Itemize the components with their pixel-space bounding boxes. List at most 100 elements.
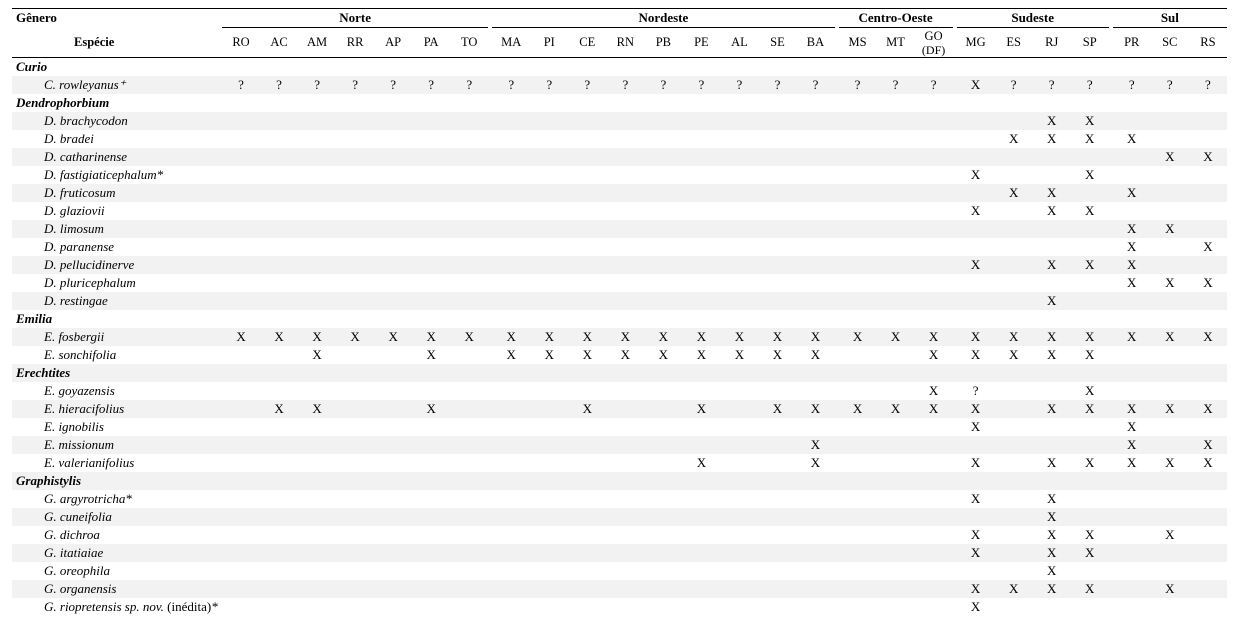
cell	[720, 256, 758, 274]
cell-empty	[336, 58, 374, 77]
cell	[450, 418, 488, 436]
species-label: D. limosum	[12, 220, 222, 238]
cell-empty	[1071, 94, 1109, 112]
cell	[606, 112, 644, 130]
cell	[568, 490, 606, 508]
cell	[1071, 184, 1109, 202]
cell	[336, 292, 374, 310]
species-row: D. paranenseXX	[12, 238, 1227, 256]
cell	[336, 166, 374, 184]
cell-empty	[915, 472, 953, 490]
cell	[530, 130, 568, 148]
header-region-1: Nordeste	[492, 9, 834, 28]
cell	[1113, 148, 1151, 166]
cell	[222, 562, 260, 580]
cell	[1033, 436, 1071, 454]
cell	[222, 292, 260, 310]
header-state-RN: RN	[606, 28, 644, 58]
cell-empty	[1113, 364, 1151, 382]
cell	[1113, 490, 1151, 508]
cell	[606, 454, 644, 472]
cell-empty	[758, 94, 796, 112]
cell: X	[568, 400, 606, 418]
cell	[915, 148, 953, 166]
cell: ?	[995, 76, 1033, 94]
cell: X	[957, 490, 995, 508]
cell-empty	[682, 364, 720, 382]
cell-empty	[530, 310, 568, 328]
cell-empty	[222, 364, 260, 382]
cell	[758, 274, 796, 292]
species-label: E. hieracifolius	[12, 400, 222, 418]
cell	[222, 184, 260, 202]
cell	[720, 454, 758, 472]
cell	[450, 598, 488, 616]
cell	[530, 256, 568, 274]
cell: ?	[606, 76, 644, 94]
header-species: Espécie	[12, 28, 222, 58]
cell	[492, 220, 530, 238]
cell-empty	[1033, 364, 1071, 382]
cell-empty	[450, 58, 488, 77]
cell: X	[530, 346, 568, 364]
cell	[336, 544, 374, 562]
cell	[260, 112, 298, 130]
species-row: E. sonchifoliaXXXXXXXXXXXXXXXX	[12, 346, 1227, 364]
cell	[720, 184, 758, 202]
cell-empty	[298, 94, 336, 112]
cell-empty	[682, 472, 720, 490]
cell	[260, 202, 298, 220]
cell-empty	[1151, 364, 1189, 382]
cell	[374, 184, 412, 202]
genus-row: Emilia	[12, 310, 1227, 328]
cell	[492, 598, 530, 616]
cell-empty	[450, 472, 488, 490]
cell	[298, 454, 336, 472]
cell	[682, 580, 720, 598]
cell	[260, 436, 298, 454]
cell: X	[1113, 454, 1151, 472]
cell	[758, 112, 796, 130]
cell	[222, 598, 260, 616]
cell	[915, 580, 953, 598]
cell	[1113, 202, 1151, 220]
cell-empty	[1151, 472, 1189, 490]
cell	[222, 220, 260, 238]
cell	[450, 580, 488, 598]
cell	[298, 544, 336, 562]
cell	[530, 400, 568, 418]
cell	[222, 544, 260, 562]
cell	[298, 220, 336, 238]
cell: X	[1113, 184, 1151, 202]
cell: X	[1071, 346, 1109, 364]
cell: X	[412, 328, 450, 346]
cell	[720, 382, 758, 400]
cell	[492, 382, 530, 400]
cell-empty	[298, 364, 336, 382]
cell	[682, 148, 720, 166]
cell	[298, 580, 336, 598]
cell	[298, 598, 336, 616]
cell-empty	[260, 364, 298, 382]
cell: ?	[1113, 76, 1151, 94]
cell	[298, 382, 336, 400]
header-state-SP: SP	[1071, 28, 1109, 58]
cell	[336, 580, 374, 598]
cell: X	[957, 76, 995, 94]
cell	[1151, 238, 1189, 256]
cell: X	[957, 544, 995, 562]
cell	[796, 382, 834, 400]
cell	[568, 184, 606, 202]
cell	[412, 580, 450, 598]
cell	[1189, 292, 1227, 310]
cell: X	[957, 418, 995, 436]
cell: ?	[222, 76, 260, 94]
cell	[298, 562, 336, 580]
cell: ?	[492, 76, 530, 94]
cell	[995, 418, 1033, 436]
cell	[450, 382, 488, 400]
cell	[758, 580, 796, 598]
cell-empty	[644, 472, 682, 490]
cell	[606, 130, 644, 148]
cell: X	[1071, 454, 1109, 472]
